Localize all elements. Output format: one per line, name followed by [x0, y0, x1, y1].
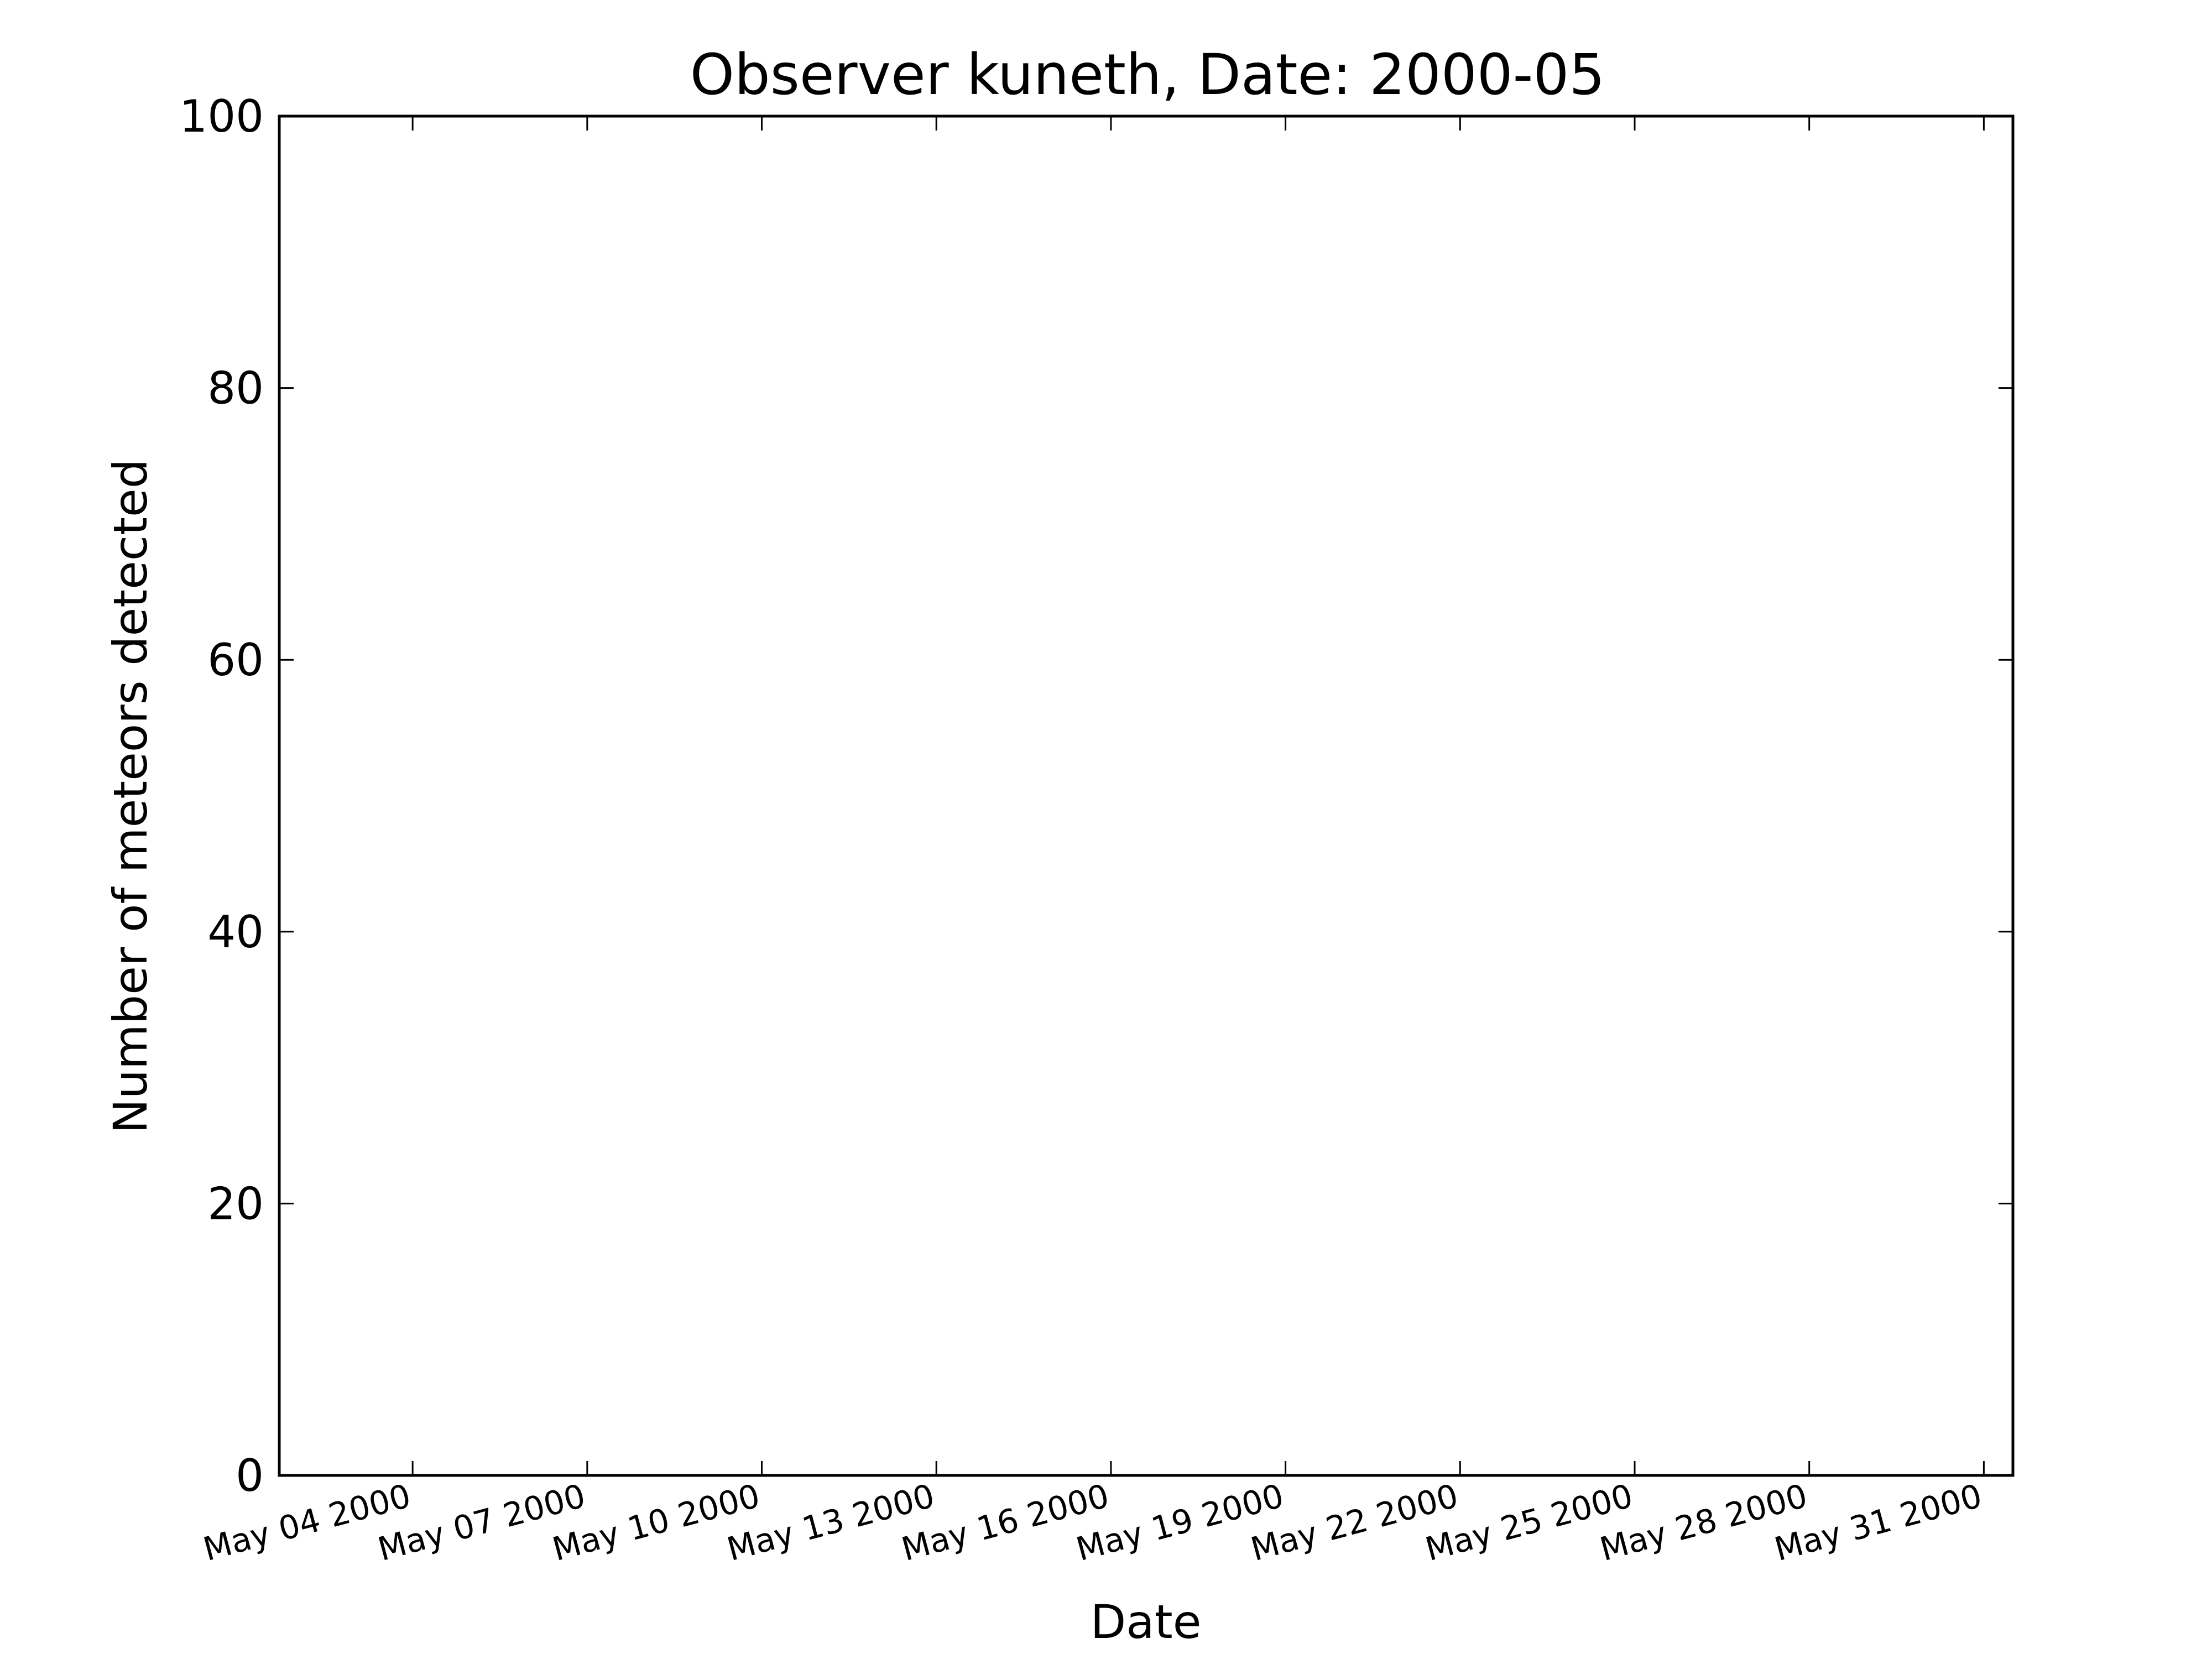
y-tick-label: 20	[207, 1178, 264, 1229]
y-axis: 0 20 40 60 80 100	[179, 91, 2013, 1501]
chart-title: Observer kuneth, Date: 2000-05	[690, 42, 1605, 108]
y-tick-label: 60	[207, 634, 264, 686]
y-tick-label: 40	[207, 906, 264, 958]
plot-area	[278, 114, 2015, 1477]
y-tick-label: 80	[207, 363, 264, 414]
y-tick-label: 0	[236, 1450, 264, 1501]
y-tick-label: 100	[179, 91, 264, 142]
x-axis-label: Date	[1091, 1595, 1202, 1649]
plot-frame	[278, 114, 2015, 1477]
y-axis-label: Number of meteors detected	[103, 459, 158, 1134]
